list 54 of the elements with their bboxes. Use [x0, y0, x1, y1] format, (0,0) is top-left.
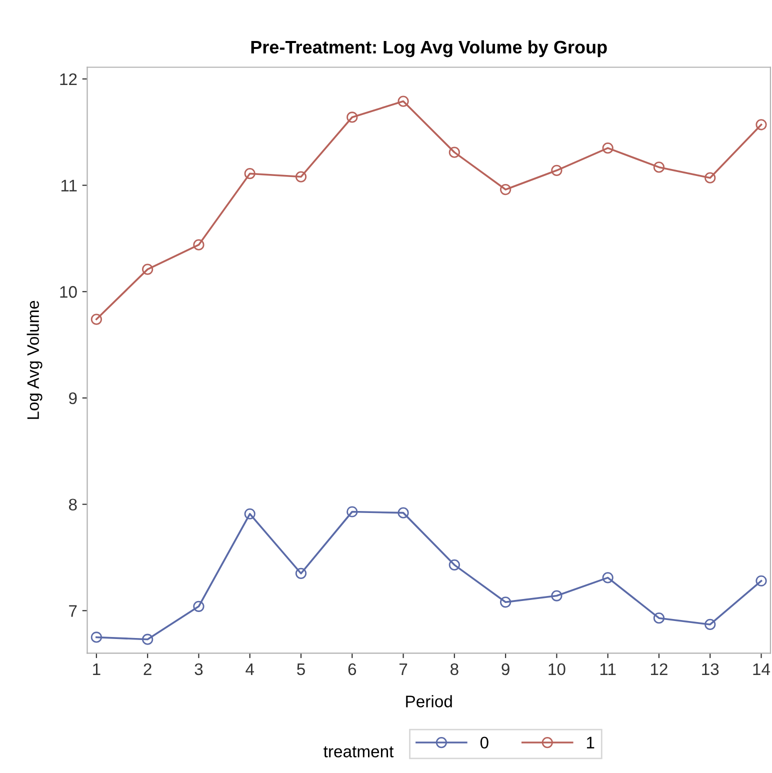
- point: [602, 142, 614, 154]
- point: [142, 634, 154, 645]
- legend-label: 0: [480, 736, 488, 749]
- point: [756, 575, 767, 586]
- point: [142, 264, 154, 275]
- point: [704, 618, 716, 630]
- y-tick-label: 9: [69, 392, 77, 404]
- x-tick-label: 13: [702, 663, 719, 676]
- x-tick-label: 9: [502, 663, 510, 676]
- x-tick-label: 7: [399, 664, 408, 675]
- point: [193, 600, 204, 612]
- point: [90, 314, 102, 325]
- x-tick-label: 11: [600, 664, 616, 675]
- point: [295, 171, 307, 182]
- x-tick-label: 10: [548, 663, 566, 676]
- point: [653, 612, 665, 624]
- x-tick-label: 5: [297, 664, 305, 676]
- point: [551, 590, 562, 602]
- point: [346, 506, 358, 518]
- x-tick-label: 12: [650, 663, 668, 675]
- point: [500, 596, 512, 608]
- point: [193, 239, 204, 250]
- point: [756, 119, 767, 130]
- point: [244, 168, 256, 180]
- point: [448, 559, 460, 570]
- x-tick-label: 6: [348, 663, 356, 676]
- y-axis-title: Log Avg Volume: [26, 300, 42, 419]
- x-tick-label: 4: [246, 664, 254, 675]
- point: [346, 112, 358, 123]
- x-tick-label: 3: [194, 663, 203, 676]
- x-tick-label: 8: [450, 663, 458, 676]
- y-tick-label: 8: [68, 498, 77, 511]
- x-tick-label: 1: [93, 664, 100, 675]
- chart-title: Pre-Treatment: Log Avg Volume by Group: [251, 40, 607, 58]
- x-tick-label: 14: [753, 664, 770, 675]
- y-tick-label: 10: [60, 286, 77, 298]
- legend-label: 1: [586, 736, 594, 748]
- x-axis-title: Period: [406, 695, 452, 708]
- point: [653, 162, 665, 173]
- point: [398, 507, 409, 518]
- point: [704, 172, 716, 184]
- point: [244, 508, 256, 520]
- point: [398, 96, 409, 107]
- point: [500, 184, 512, 196]
- point: [295, 568, 307, 579]
- legend-title: treatment: [324, 746, 394, 758]
- y-tick-label: 7: [69, 605, 77, 617]
- y-tick-label: 11: [61, 180, 77, 192]
- point: [448, 146, 460, 158]
- point: [90, 632, 102, 643]
- x-tick-label: 2: [144, 663, 152, 675]
- y-tick-label: 12: [60, 73, 77, 85]
- point: [602, 572, 614, 584]
- point: [551, 164, 562, 176]
